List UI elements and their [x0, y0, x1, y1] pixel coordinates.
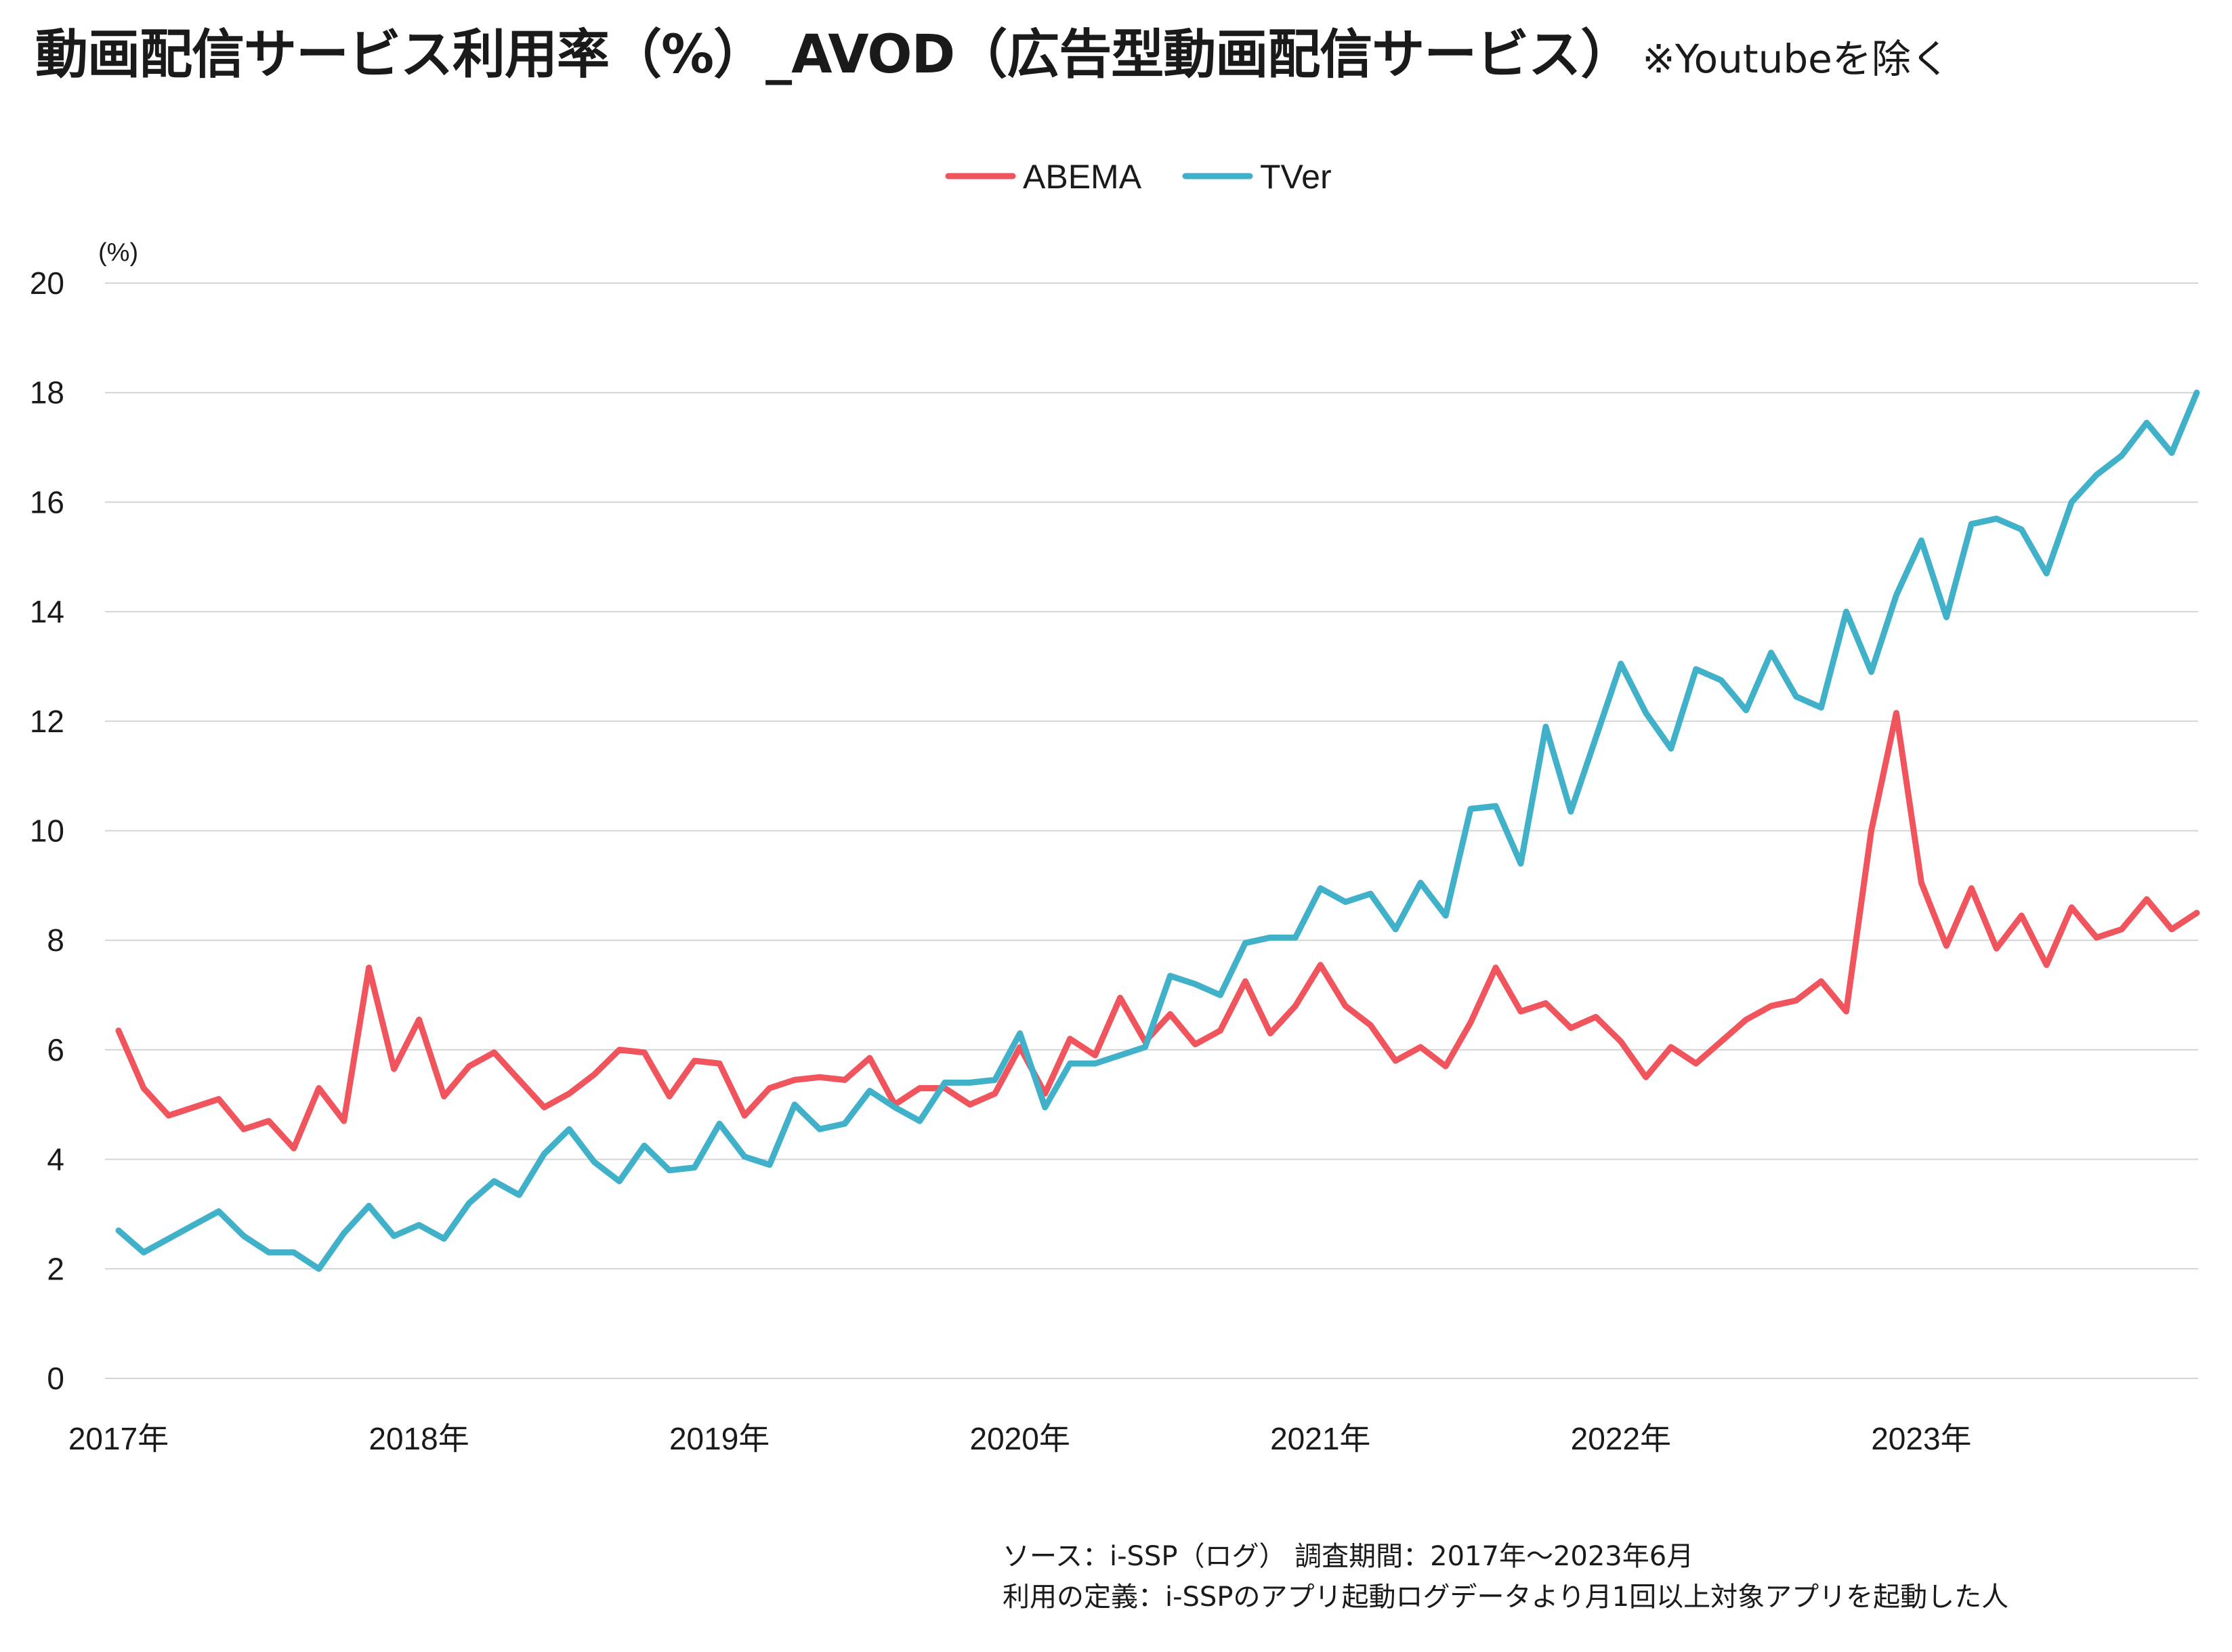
x-tick-label: 2021年 [1270, 1421, 1370, 1456]
y-tick-label: 14 [30, 594, 64, 629]
y-tick-label: 0 [47, 1361, 64, 1396]
x-tick-label: 2017年 [68, 1421, 169, 1456]
y-axis-ticks: 0 2 4 6 8 10 12 14 16 18 20 [30, 266, 64, 1396]
x-tick-label: 2019年 [669, 1421, 770, 1456]
x-tick-label: 2023年 [1871, 1421, 1971, 1456]
y-tick-label: 8 [47, 923, 64, 958]
y-axis-unit-label: (%) [98, 238, 138, 267]
legend-label-tver: TVer [1260, 158, 1332, 196]
y-tick-label: 4 [47, 1142, 64, 1177]
chart-legend: ABEMA TVer [945, 158, 1332, 196]
y-tick-label: 10 [30, 813, 64, 849]
footnote: ソース：i-SSP（ログ） 調査期間：2017年～2023年6月 利用の定義：i… [1003, 1536, 2008, 1617]
y-tick-label: 2 [47, 1251, 64, 1286]
x-tick-label: 2022年 [1571, 1421, 1671, 1456]
legend-label-abema: ABEMA [1023, 158, 1142, 196]
y-tick-label: 12 [30, 704, 64, 739]
chart-title: 動画配信サービス利用率（%）_AVOD（広告型動画配信サービス） ※Youtube… [35, 12, 1950, 88]
footnote-source: ソース：i-SSP（ログ） 調査期間：2017年～2023年6月 [1003, 1541, 1694, 1572]
x-tick-label: 2018年 [369, 1421, 469, 1456]
chart-title-note: ※Youtubeを除く [1642, 36, 1950, 82]
y-tick-label: 16 [30, 484, 64, 520]
series-lines [115, 389, 2200, 1272]
y-tick-label: 20 [30, 266, 64, 301]
series-line-abema [115, 710, 2200, 1151]
x-tick-label: 2020年 [970, 1421, 1070, 1456]
series-line-tver [115, 389, 2200, 1272]
y-tick-label: 18 [30, 375, 64, 410]
chart-title-main: 動画配信サービス利用率（%）_AVOD（広告型動画配信サービス） [35, 24, 1633, 85]
y-tick-label: 6 [47, 1032, 64, 1067]
grid-lines [105, 282, 2198, 1379]
x-axis-ticks: 2017年 2018年 2019年 2020年 2021年 2022年 2023年 [68, 1421, 1972, 1456]
footnote-definition: 利用の定義：i-SSPのアプリ起動ログデータより月1回以上対象アプリを起動した人 [1003, 1582, 2009, 1613]
